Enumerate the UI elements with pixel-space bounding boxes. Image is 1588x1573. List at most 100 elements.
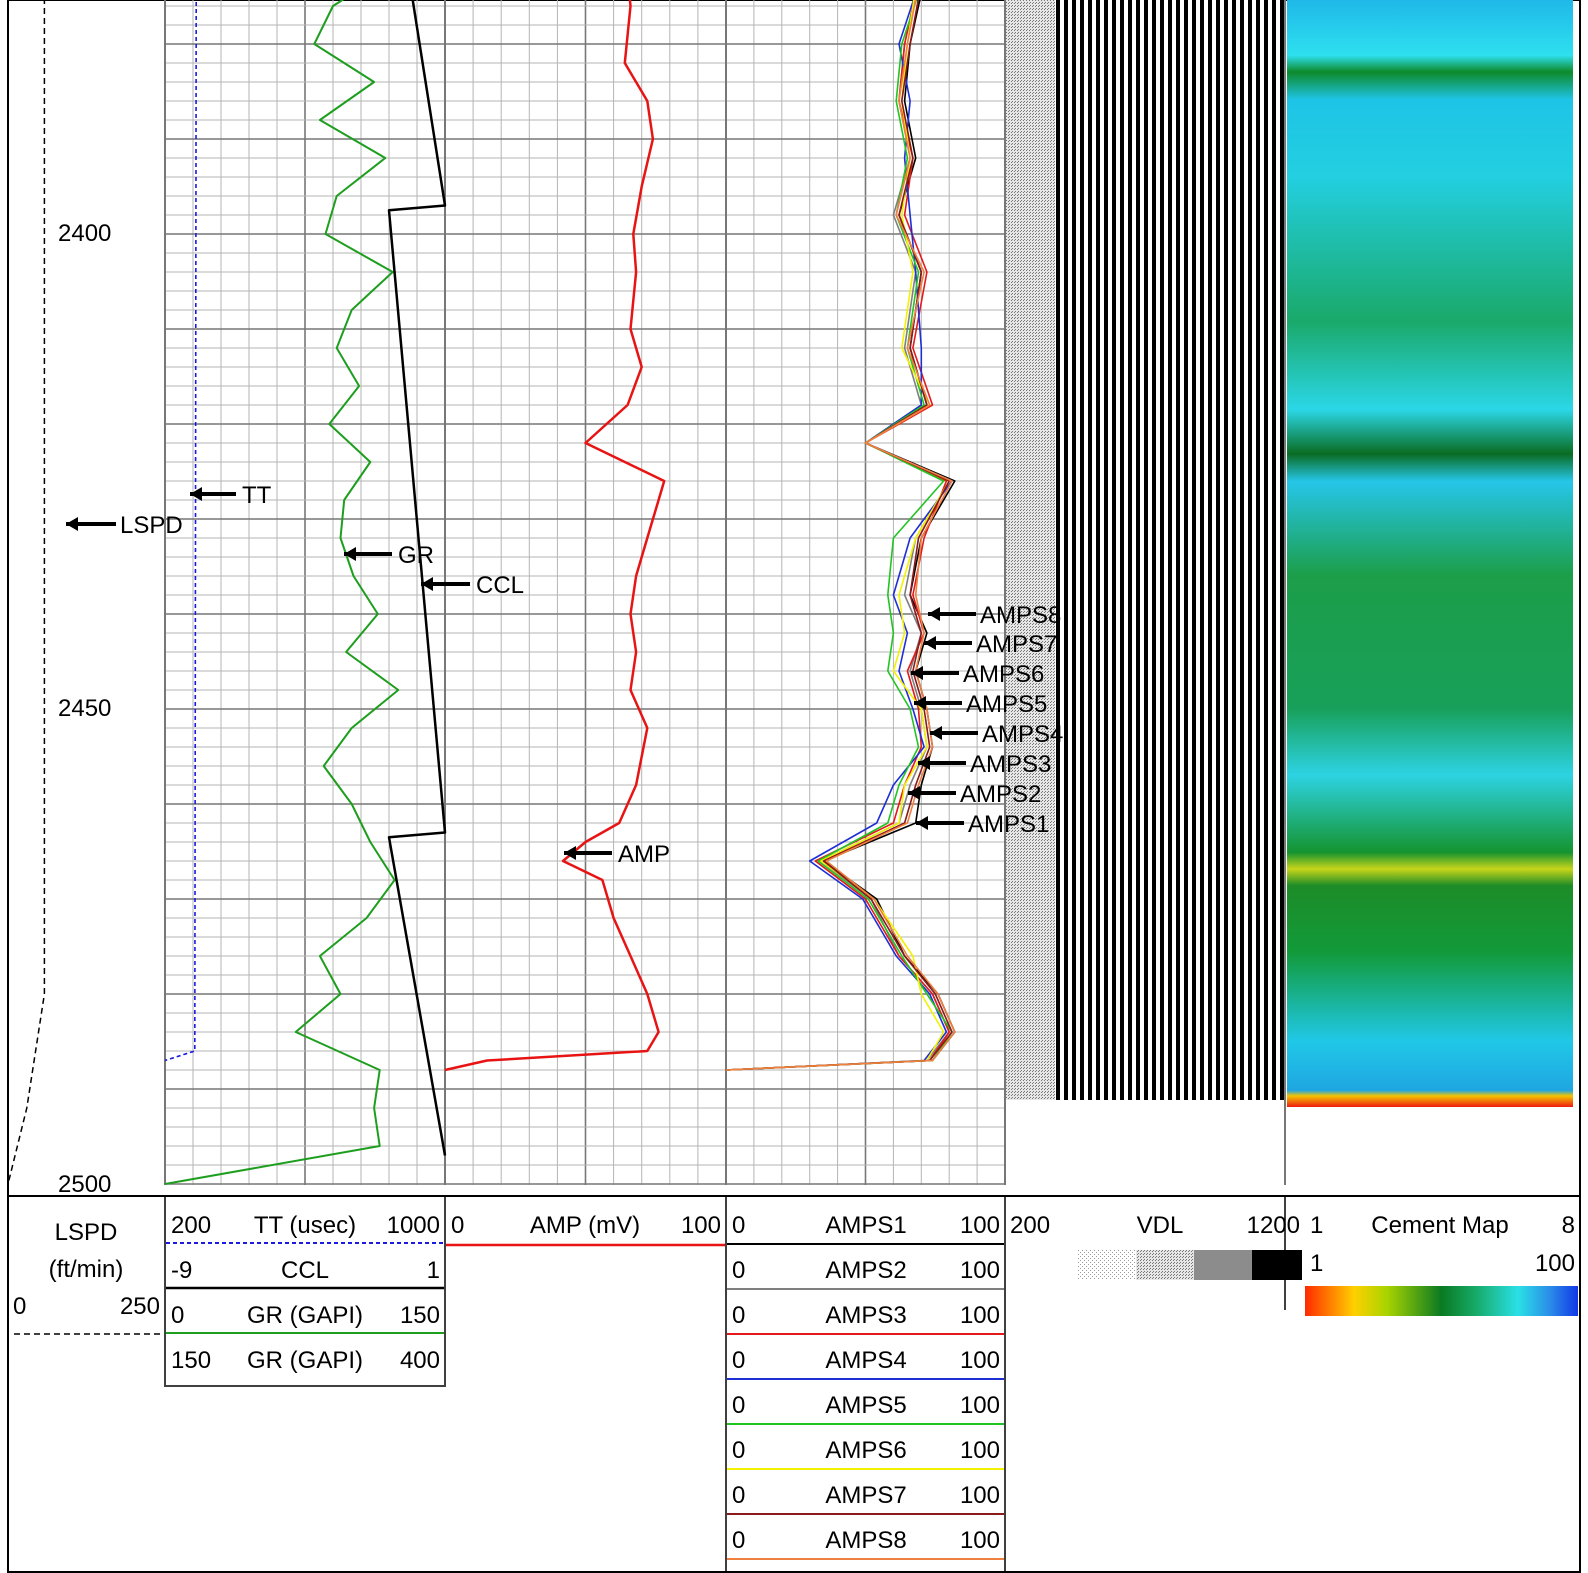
tt-pointer: TT bbox=[190, 482, 272, 509]
depth-label-2500: 2500 bbox=[58, 1171, 111, 1198]
lspd-pointer: LSPD bbox=[66, 512, 183, 539]
amps5-header-min: 0 bbox=[732, 1392, 745, 1419]
track1-headers: 200 TT (usec) 1000 -9 CCL 1 0 GR (GAPI) … bbox=[166, 1212, 444, 1387]
depth-label-2400: 2400 bbox=[58, 220, 111, 247]
ccl-header: -9 CCL 1 bbox=[166, 1257, 444, 1290]
amps3-pointer: AMPS3 bbox=[918, 751, 1051, 778]
lspd-curve bbox=[7, 0, 46, 1185]
amps6-pointer-label: AMPS6 bbox=[963, 661, 1044, 688]
amps4-header-title: AMPS4 bbox=[825, 1347, 906, 1374]
amps1-header-title: AMPS1 bbox=[825, 1212, 906, 1239]
cement-header-max: 8 bbox=[1562, 1212, 1575, 1239]
amps1-header-max: 100 bbox=[960, 1212, 1000, 1239]
amp-pointer-label: AMP bbox=[618, 841, 670, 868]
amps5-pointer-label: AMPS5 bbox=[966, 691, 1047, 718]
amps5-pointer: AMPS5 bbox=[914, 691, 1047, 718]
vdl-stipple-band bbox=[1005, 0, 1055, 1100]
ccl-header-min: -9 bbox=[171, 1257, 192, 1284]
vdl-header-max: 1200 bbox=[1247, 1212, 1300, 1239]
gr1-header: 0 GR (GAPI) 150 bbox=[166, 1302, 444, 1334]
tt-header-min: 200 bbox=[171, 1212, 211, 1239]
amps6-pointer: AMPS6 bbox=[911, 661, 1044, 688]
cement-map-image bbox=[1287, 0, 1573, 1107]
amps2-header-title: AMPS2 bbox=[825, 1257, 906, 1284]
ccl-header-max: 1 bbox=[427, 1257, 440, 1284]
gr-curve bbox=[164, 0, 400, 1185]
amps5-header-max: 100 bbox=[960, 1392, 1000, 1419]
vdl-header: 200 VDL 1200 bbox=[1010, 1212, 1302, 1280]
gr1-header-max: 150 bbox=[400, 1302, 440, 1329]
ccl-header-title: CCL bbox=[281, 1257, 329, 1284]
amps8-header-title: AMPS8 bbox=[825, 1527, 906, 1554]
amps5-header: 0 AMPS5 100 bbox=[727, 1392, 1004, 1425]
lspd-header-max: 250 bbox=[120, 1293, 160, 1320]
amps7-header-title: AMPS7 bbox=[825, 1482, 906, 1509]
amps4-pointer-label: AMPS4 bbox=[982, 721, 1063, 748]
cement-color-scale bbox=[1305, 1286, 1578, 1316]
amps5-curve bbox=[725, 0, 953, 1071]
gr1-header-min: 0 bbox=[171, 1302, 184, 1329]
amps7-header-min: 0 bbox=[732, 1482, 745, 1509]
amps2-pointer-label: AMPS2 bbox=[960, 781, 1041, 808]
vdl-waveform-image bbox=[1055, 0, 1285, 1100]
grid-track-2 bbox=[444, 0, 727, 1185]
vdl-header-title: VDL bbox=[1137, 1212, 1184, 1239]
lspd-pointer-label: LSPD bbox=[120, 512, 183, 539]
curves-layer bbox=[7, 0, 956, 1185]
amps7-header-max: 100 bbox=[960, 1482, 1000, 1509]
amps6-curve bbox=[725, 0, 950, 1071]
log-frame bbox=[7, 0, 1581, 1573]
lspd-header-min: 0 bbox=[13, 1293, 26, 1320]
depth-label-2450: 2450 bbox=[58, 695, 111, 722]
amps3-header: 0 AMPS3 100 bbox=[727, 1302, 1004, 1335]
gr2-header-max: 400 bbox=[400, 1347, 440, 1374]
amps6-header-title: AMPS6 bbox=[825, 1437, 906, 1464]
amps1-header: 0 AMPS1 100 bbox=[727, 1212, 1004, 1245]
amps2-pointer: AMPS2 bbox=[908, 781, 1041, 808]
lspd-header-name: LSPD bbox=[55, 1219, 118, 1246]
amps4-pointer: AMPS4 bbox=[930, 721, 1063, 748]
ccl-pointer: CCL bbox=[421, 572, 524, 599]
amps3-header-max: 100 bbox=[960, 1302, 1000, 1329]
lspd-header-unit: (ft/min) bbox=[49, 1256, 124, 1283]
amps8-header-max: 100 bbox=[960, 1527, 1000, 1554]
amps8-header: 0 AMPS8 100 bbox=[727, 1527, 1004, 1560]
amps2-header-min: 0 bbox=[732, 1257, 745, 1284]
gr2-header-min: 150 bbox=[171, 1347, 211, 1374]
amps8-curve bbox=[725, 0, 956, 1071]
amp-header-title: AMP (mV) bbox=[530, 1212, 640, 1239]
cement-scale-max: 100 bbox=[1535, 1250, 1575, 1277]
amps5-header-title: AMPS5 bbox=[825, 1392, 906, 1419]
gr-pointer-label: GR bbox=[398, 542, 434, 569]
amps4-header-min: 0 bbox=[732, 1347, 745, 1374]
tt-pointer-label: TT bbox=[242, 482, 272, 509]
amps6-header: 0 AMPS6 100 bbox=[727, 1437, 1004, 1470]
amps4-header-max: 100 bbox=[960, 1347, 1000, 1374]
track-separators bbox=[164, 0, 1286, 1185]
amps3-header-min: 0 bbox=[732, 1302, 745, 1329]
tt-header-title: TT (usec) bbox=[254, 1212, 356, 1239]
cement-header-min: 1 bbox=[1310, 1212, 1323, 1239]
amps8-pointer-label: AMPS8 bbox=[980, 602, 1061, 629]
amps-headers: 0 AMPS1 100 0 AMPS2 100 0 AMPS3 100 0 AMPS4 100 0 AMP… bbox=[727, 1212, 1004, 1560]
ccl-curve bbox=[387, 0, 447, 1156]
amp-header-max: 100 bbox=[681, 1212, 721, 1239]
amps7-pointer: AMPS7 bbox=[924, 631, 1057, 658]
amps1-header-min: 0 bbox=[732, 1212, 745, 1239]
grid-track-3 bbox=[725, 0, 1006, 1185]
amps7-header: 0 AMPS7 100 bbox=[727, 1482, 1004, 1515]
vdl-scale-bar bbox=[1078, 1250, 1302, 1280]
amps2-header: 0 AMPS2 100 bbox=[727, 1257, 1004, 1290]
amp-header-min: 0 bbox=[451, 1212, 464, 1239]
gr-pointer: GR bbox=[344, 542, 434, 569]
amps8-pointer: AMPS8 bbox=[928, 602, 1061, 629]
amps7-pointer-label: AMPS7 bbox=[976, 631, 1057, 658]
cement-header-title: Cement Map bbox=[1371, 1212, 1508, 1239]
amps1-pointer: AMPS1 bbox=[916, 811, 1049, 838]
tt-header-max: 1000 bbox=[387, 1212, 440, 1239]
grid-track-1 bbox=[164, 0, 446, 1185]
amps4-header: 0 AMPS4 100 bbox=[727, 1347, 1004, 1380]
cement-header: 1 Cement Map 8 1 100 bbox=[1305, 1212, 1578, 1316]
